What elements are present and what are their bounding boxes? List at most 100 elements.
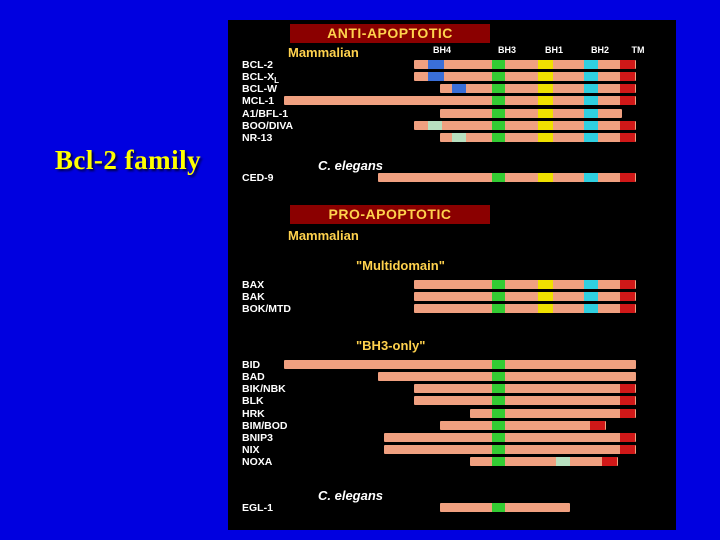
domain-segment-tm xyxy=(620,396,635,405)
protein-name: NIX xyxy=(242,444,260,456)
domain-segment-pale xyxy=(452,133,466,142)
domain-segment-bh3 xyxy=(492,457,505,466)
domain-segment-bh3 xyxy=(492,96,505,105)
protein-name: NR-13 xyxy=(242,132,273,144)
domain-segment-bh3 xyxy=(492,133,505,142)
protein-name: BAX xyxy=(242,279,265,291)
domain-segment-bh3 xyxy=(492,372,505,381)
domain-segment-tm xyxy=(620,173,635,182)
domain-label-bh2: BH2 xyxy=(590,45,609,55)
domain-segment-tm xyxy=(620,292,635,301)
domain-segment-bh2 xyxy=(584,173,598,182)
protein-bar xyxy=(440,84,636,93)
section-header: C. elegans xyxy=(318,488,384,503)
section-header: "BH3-only" xyxy=(356,338,426,353)
domain-segment-bh1 xyxy=(538,60,553,69)
domain-segment-bh2 xyxy=(584,304,598,313)
protein-label: A1/BFL-1 xyxy=(242,108,288,120)
domain-segment-bh1 xyxy=(538,96,553,105)
domain-segment-bh1 xyxy=(538,121,553,130)
protein-bar xyxy=(384,445,636,454)
domain-segment-bh1 xyxy=(538,292,553,301)
section-banner: PRO-APOPTOTIC xyxy=(290,205,490,224)
domain-segment-tm xyxy=(620,84,635,93)
domain-segment-bh3 xyxy=(492,396,505,405)
domain-segment-pale xyxy=(428,121,442,130)
protein-label: BIM/BOD xyxy=(242,420,288,432)
domain-segment-tm xyxy=(620,121,635,130)
protein-label: CED-9 xyxy=(242,172,274,184)
domain-segment-tm xyxy=(620,133,635,142)
domain-segment-bh3 xyxy=(492,445,505,454)
protein-bar xyxy=(440,503,570,512)
domain-segment-tm xyxy=(620,433,635,442)
protein-name: BLK xyxy=(242,395,264,407)
domain-segment-tm xyxy=(620,72,635,81)
protein-name: A1/BFL-1 xyxy=(242,108,289,120)
domain-label-bh3: BH3 xyxy=(497,45,516,55)
protein-name: BCL-2 xyxy=(242,59,273,71)
domain-segment-tm xyxy=(620,60,635,69)
protein-bar xyxy=(414,280,636,289)
domain-segment-tm xyxy=(620,96,635,105)
domain-label-bh4: BH4 xyxy=(432,45,451,55)
domain-segment-bh2 xyxy=(584,292,598,301)
protein-label: BOK/MTD xyxy=(242,303,291,315)
protein-name: BIM/BOD xyxy=(242,420,288,432)
protein-bar xyxy=(414,384,636,393)
protein-label: BID xyxy=(242,359,260,371)
domain-segment-bh3 xyxy=(492,60,505,69)
protein-name: BOK/MTD xyxy=(242,303,291,315)
domain-segment-bh3 xyxy=(492,409,505,418)
protein-label: BAK xyxy=(242,291,265,303)
protein-label: BCL-XL xyxy=(242,71,279,85)
protein-bar xyxy=(414,292,636,301)
protein-name: CED-9 xyxy=(242,172,274,184)
domain-segment-pale xyxy=(556,457,570,466)
protein-bar xyxy=(414,72,636,81)
protein-name: BNIP3 xyxy=(242,432,273,444)
domain-segment-bh2 xyxy=(584,133,598,142)
protein-bar xyxy=(284,360,636,369)
protein-name: NOXA xyxy=(242,456,273,468)
domain-segment-bh2 xyxy=(584,60,598,69)
protein-label: MCL-1 xyxy=(242,95,274,107)
protein-label: NOXA xyxy=(242,456,272,468)
protein-bar xyxy=(378,173,636,182)
protein-name: MCL-1 xyxy=(242,95,275,107)
domain-segment-bh3 xyxy=(492,121,505,130)
protein-label: NR-13 xyxy=(242,132,272,144)
domain-segment-bh1 xyxy=(538,173,553,182)
domain-segment-bh3 xyxy=(492,292,505,301)
protein-label: BIK/NBK xyxy=(242,383,286,395)
protein-label: BOO/DIVA xyxy=(242,120,293,132)
domain-segment-tm xyxy=(620,304,635,313)
page-title: Bcl-2 family xyxy=(54,145,202,175)
protein-label: BNIP3 xyxy=(242,432,273,444)
protein-bar xyxy=(470,409,636,418)
domain-segment-bh3 xyxy=(492,173,505,182)
protein-bar xyxy=(378,372,636,381)
domain-segment-bh2 xyxy=(584,109,598,118)
domain-segment-tm xyxy=(620,445,635,454)
protein-bar xyxy=(284,96,636,105)
protein-name-subscript: L xyxy=(274,76,279,86)
domain-segment-bh3 xyxy=(492,84,505,93)
protein-bar xyxy=(440,421,606,430)
protein-bar xyxy=(414,60,636,69)
section-header: C. elegans xyxy=(318,158,384,173)
domain-segment-tm xyxy=(590,421,605,430)
domain-segment-bh1 xyxy=(538,133,553,142)
protein-name: BCL-X xyxy=(242,71,275,83)
protein-label: BCL-2 xyxy=(242,59,273,71)
protein-bar xyxy=(414,304,636,313)
domain-segment-tm xyxy=(620,409,635,418)
protein-name: HRK xyxy=(242,408,265,420)
protein-bar xyxy=(414,121,636,130)
domain-segment-tm xyxy=(602,457,617,466)
protein-bar xyxy=(384,433,636,442)
protein-bar xyxy=(440,109,622,118)
protein-bar xyxy=(414,396,636,405)
domain-segment-bh1 xyxy=(538,280,553,289)
protein-bar xyxy=(440,133,636,142)
